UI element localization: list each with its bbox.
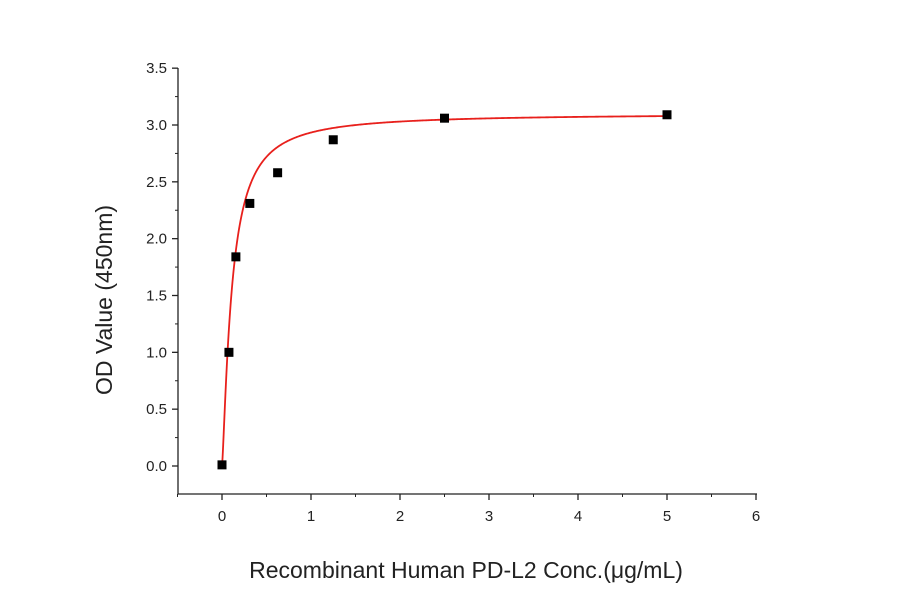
y-tick-label: 1.0 [146, 344, 167, 361]
y-tick-label: 0.0 [146, 458, 167, 475]
y-tick-label: 0.5 [146, 401, 167, 418]
y-tick-label: 3.0 [146, 117, 167, 134]
y-tick-label: 2.0 [146, 231, 167, 248]
y-tick-label: 1.5 [146, 288, 167, 305]
data-point [662, 110, 672, 120]
axes: 0.0 0.5 1.0 1.5 2.0 2.5 3.0 3.5 0 1 2 3 4 5 6 [146, 60, 760, 525]
y-axis-ticks: 0.0 0.5 1.0 1.5 2.0 2.5 3.0 3.5 [146, 60, 178, 475]
data-points [217, 110, 672, 470]
data-point [328, 135, 338, 145]
data-point [273, 168, 283, 178]
x-tick-label: 3 [485, 508, 493, 525]
data-point [440, 113, 449, 123]
data-point [217, 460, 227, 470]
x-axis-ticks: 0 1 2 3 4 5 6 [177, 494, 760, 525]
x-tick-label: 5 [663, 508, 671, 525]
data-point [231, 252, 241, 262]
x-tick-label: 6 [752, 508, 760, 525]
x-tick-label: 2 [396, 508, 404, 525]
x-tick-label: 0 [218, 508, 226, 525]
x-tick-label: 1 [307, 508, 315, 525]
y-tick-label: 3.5 [146, 60, 167, 77]
data-point [245, 198, 255, 208]
data-point [224, 347, 234, 357]
y-axis-title: OD Value (450nm) [91, 205, 117, 395]
fit-curve-line [221, 115, 668, 467]
x-tick-label: 4 [574, 508, 582, 525]
y-tick-label: 2.5 [146, 174, 167, 191]
x-axis-title: Recombinant Human PD-L2 Conc.(μg/mL) [249, 557, 683, 583]
